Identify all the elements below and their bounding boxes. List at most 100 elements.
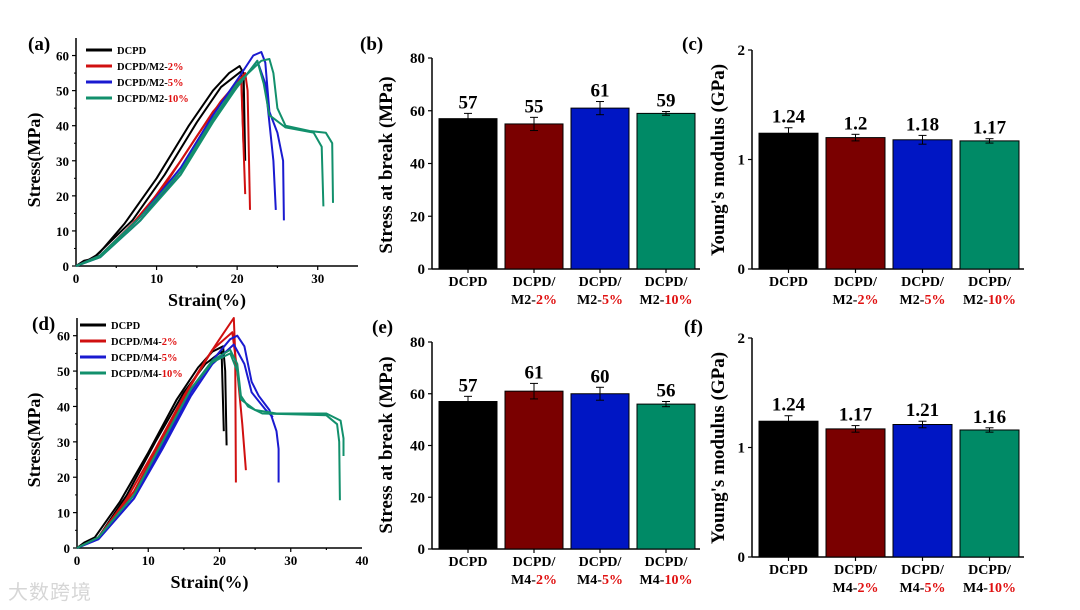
- bar: [636, 112, 696, 270]
- category-label-line2: M4-5%: [577, 573, 623, 588]
- bar: [438, 118, 498, 270]
- category-prefix: M4-: [833, 581, 858, 596]
- data-label: 55: [525, 96, 544, 117]
- y-tick-label: 20: [57, 470, 70, 485]
- y-axis-label: Stress(MPa): [24, 113, 45, 208]
- category-prefix: M2-: [577, 293, 602, 308]
- data-label: 1.2: [844, 113, 868, 134]
- category-suffix: 10%: [988, 581, 1016, 596]
- data-label: 1.21: [906, 400, 939, 421]
- panel-label: (e): [372, 317, 393, 338]
- x-tick-label: 30: [284, 553, 297, 568]
- category-prefix: M4-: [577, 573, 602, 588]
- panel-e: (e) 0 20 40 60 80 Stress at break (MPa) 57 DCPD 6…: [372, 317, 700, 588]
- legend-suffix: 5%: [168, 78, 184, 89]
- category-prefix: M2-: [511, 293, 536, 308]
- legend-suffix: 10%: [168, 94, 189, 105]
- data-label: 1.18: [906, 114, 939, 135]
- data-label: 1.24: [772, 395, 806, 416]
- watermark-logo: 大数跨境: [8, 580, 92, 604]
- x-tick-label: 20: [231, 271, 244, 286]
- y-tick-label: 0: [418, 262, 426, 278]
- y-tick-label: 0: [63, 259, 70, 274]
- legend-label: DCPD/M4-: [111, 337, 162, 348]
- category-label: DCPD: [449, 555, 488, 570]
- bar: [504, 123, 564, 270]
- x-axis-label: Strain(%): [168, 290, 246, 311]
- data-label: 1.16: [973, 407, 1006, 428]
- y-tick-label: 20: [410, 209, 425, 225]
- bar: [892, 139, 953, 270]
- bar: [959, 429, 1020, 558]
- data-label: 1.17: [839, 405, 873, 426]
- legend-suffix: 5%: [162, 353, 178, 364]
- data-label: 61: [591, 81, 610, 102]
- y-tick-label: 60: [410, 104, 425, 120]
- panel-a: (a) 0 10 20 30 40 50 60 Stress(MPa) 0 10 20 30 Strain…: [24, 34, 358, 311]
- y-tick-label: 1: [738, 441, 746, 457]
- category-label: DCPD/: [645, 555, 689, 570]
- category-label-line2: M4-2%: [833, 581, 879, 596]
- y-tick-label: 0: [738, 262, 746, 278]
- x-tick-label: 0: [74, 553, 81, 568]
- series-line-blue: [76, 334, 280, 549]
- series-line-green: [75, 58, 334, 267]
- data-label: 57: [459, 375, 479, 396]
- panel-d: (d) 0 10 20 30 40 50 60 Stress(MPa) 0 10 20 30 40 Stra…: [24, 314, 369, 593]
- panel-b: (b) 0 20 40 60 80 Stress at break (MPa) 57 DCPD 5…: [360, 34, 700, 308]
- category-label: DCPD: [769, 563, 808, 578]
- y-tick-label: 0: [738, 550, 746, 566]
- y-tick-label: 40: [410, 439, 425, 455]
- legend-suffix: 2%: [168, 62, 184, 73]
- category-suffix: 2%: [857, 293, 878, 308]
- data-label: 1.24: [772, 107, 806, 128]
- category-prefix: M2-: [833, 293, 858, 308]
- y-axis-label: Stress at break (MPa): [376, 356, 397, 533]
- category-label: DCPD/: [901, 563, 945, 578]
- y-axis-label: Stress(MPa): [24, 393, 45, 488]
- y-axis-label: Young's modulus (GPa): [708, 64, 729, 256]
- data-label: 60: [591, 366, 610, 387]
- y-tick-label: 2: [738, 331, 746, 347]
- category-prefix: M4-: [511, 573, 536, 588]
- category-suffix: 2%: [536, 293, 557, 308]
- series-line-red: [76, 331, 247, 549]
- category-prefix: M4-: [963, 581, 988, 596]
- data-label: 1.17: [973, 118, 1007, 139]
- category-label-line2: M4-10%: [963, 581, 1016, 596]
- category-label-line2: M2-2%: [511, 293, 557, 308]
- legend-label: DCPD/M4-: [111, 369, 162, 380]
- y-tick-label: 40: [410, 157, 425, 173]
- y-tick-label: 30: [57, 435, 70, 450]
- panel-c: (c) 0 1 2 Young's modulus (GPa) 1.24 DCPD 1.2 DC…: [682, 34, 1024, 308]
- category-label-line2: M2-10%: [640, 293, 693, 308]
- panel-label: (b): [360, 34, 383, 55]
- category-label: DCPD/: [579, 555, 623, 570]
- bar: [758, 132, 819, 270]
- category-label: DCPD: [769, 275, 808, 290]
- category-suffix: 10%: [988, 293, 1016, 308]
- category-suffix: 5%: [602, 573, 623, 588]
- category-label: DCPD/: [513, 275, 557, 290]
- category-label: DCPD/: [968, 563, 1012, 578]
- legend-suffix: 2%: [162, 337, 178, 348]
- y-tick-label: 10: [56, 224, 69, 239]
- panel-label: (c): [682, 34, 703, 55]
- category-label: DCPD/: [513, 555, 557, 570]
- legend-label: DCPD: [117, 46, 147, 57]
- y-tick-label: 30: [56, 154, 69, 169]
- panel-label: (f): [684, 317, 703, 338]
- legend-label: DCPD/M2-: [117, 62, 168, 73]
- legend-label: DCPD/M4-: [111, 353, 162, 364]
- legend-label: DCPD/M2-: [117, 94, 168, 105]
- y-axis-label: Young's modulus (GPa): [708, 352, 729, 544]
- y-tick-label: 40: [56, 119, 69, 134]
- category-prefix: M4-: [900, 581, 925, 596]
- bar: [636, 403, 696, 550]
- panel-f: (f) 0 1 2 Young's modulus (GPa) 1.24 DCPD 1.17 D…: [684, 317, 1024, 596]
- y-tick-label: 40: [57, 399, 70, 414]
- category-label-line2: M2-10%: [963, 293, 1016, 308]
- category-prefix: M2-: [963, 293, 988, 308]
- bar: [825, 137, 886, 270]
- y-axis-label: Stress at break (MPa): [376, 76, 397, 253]
